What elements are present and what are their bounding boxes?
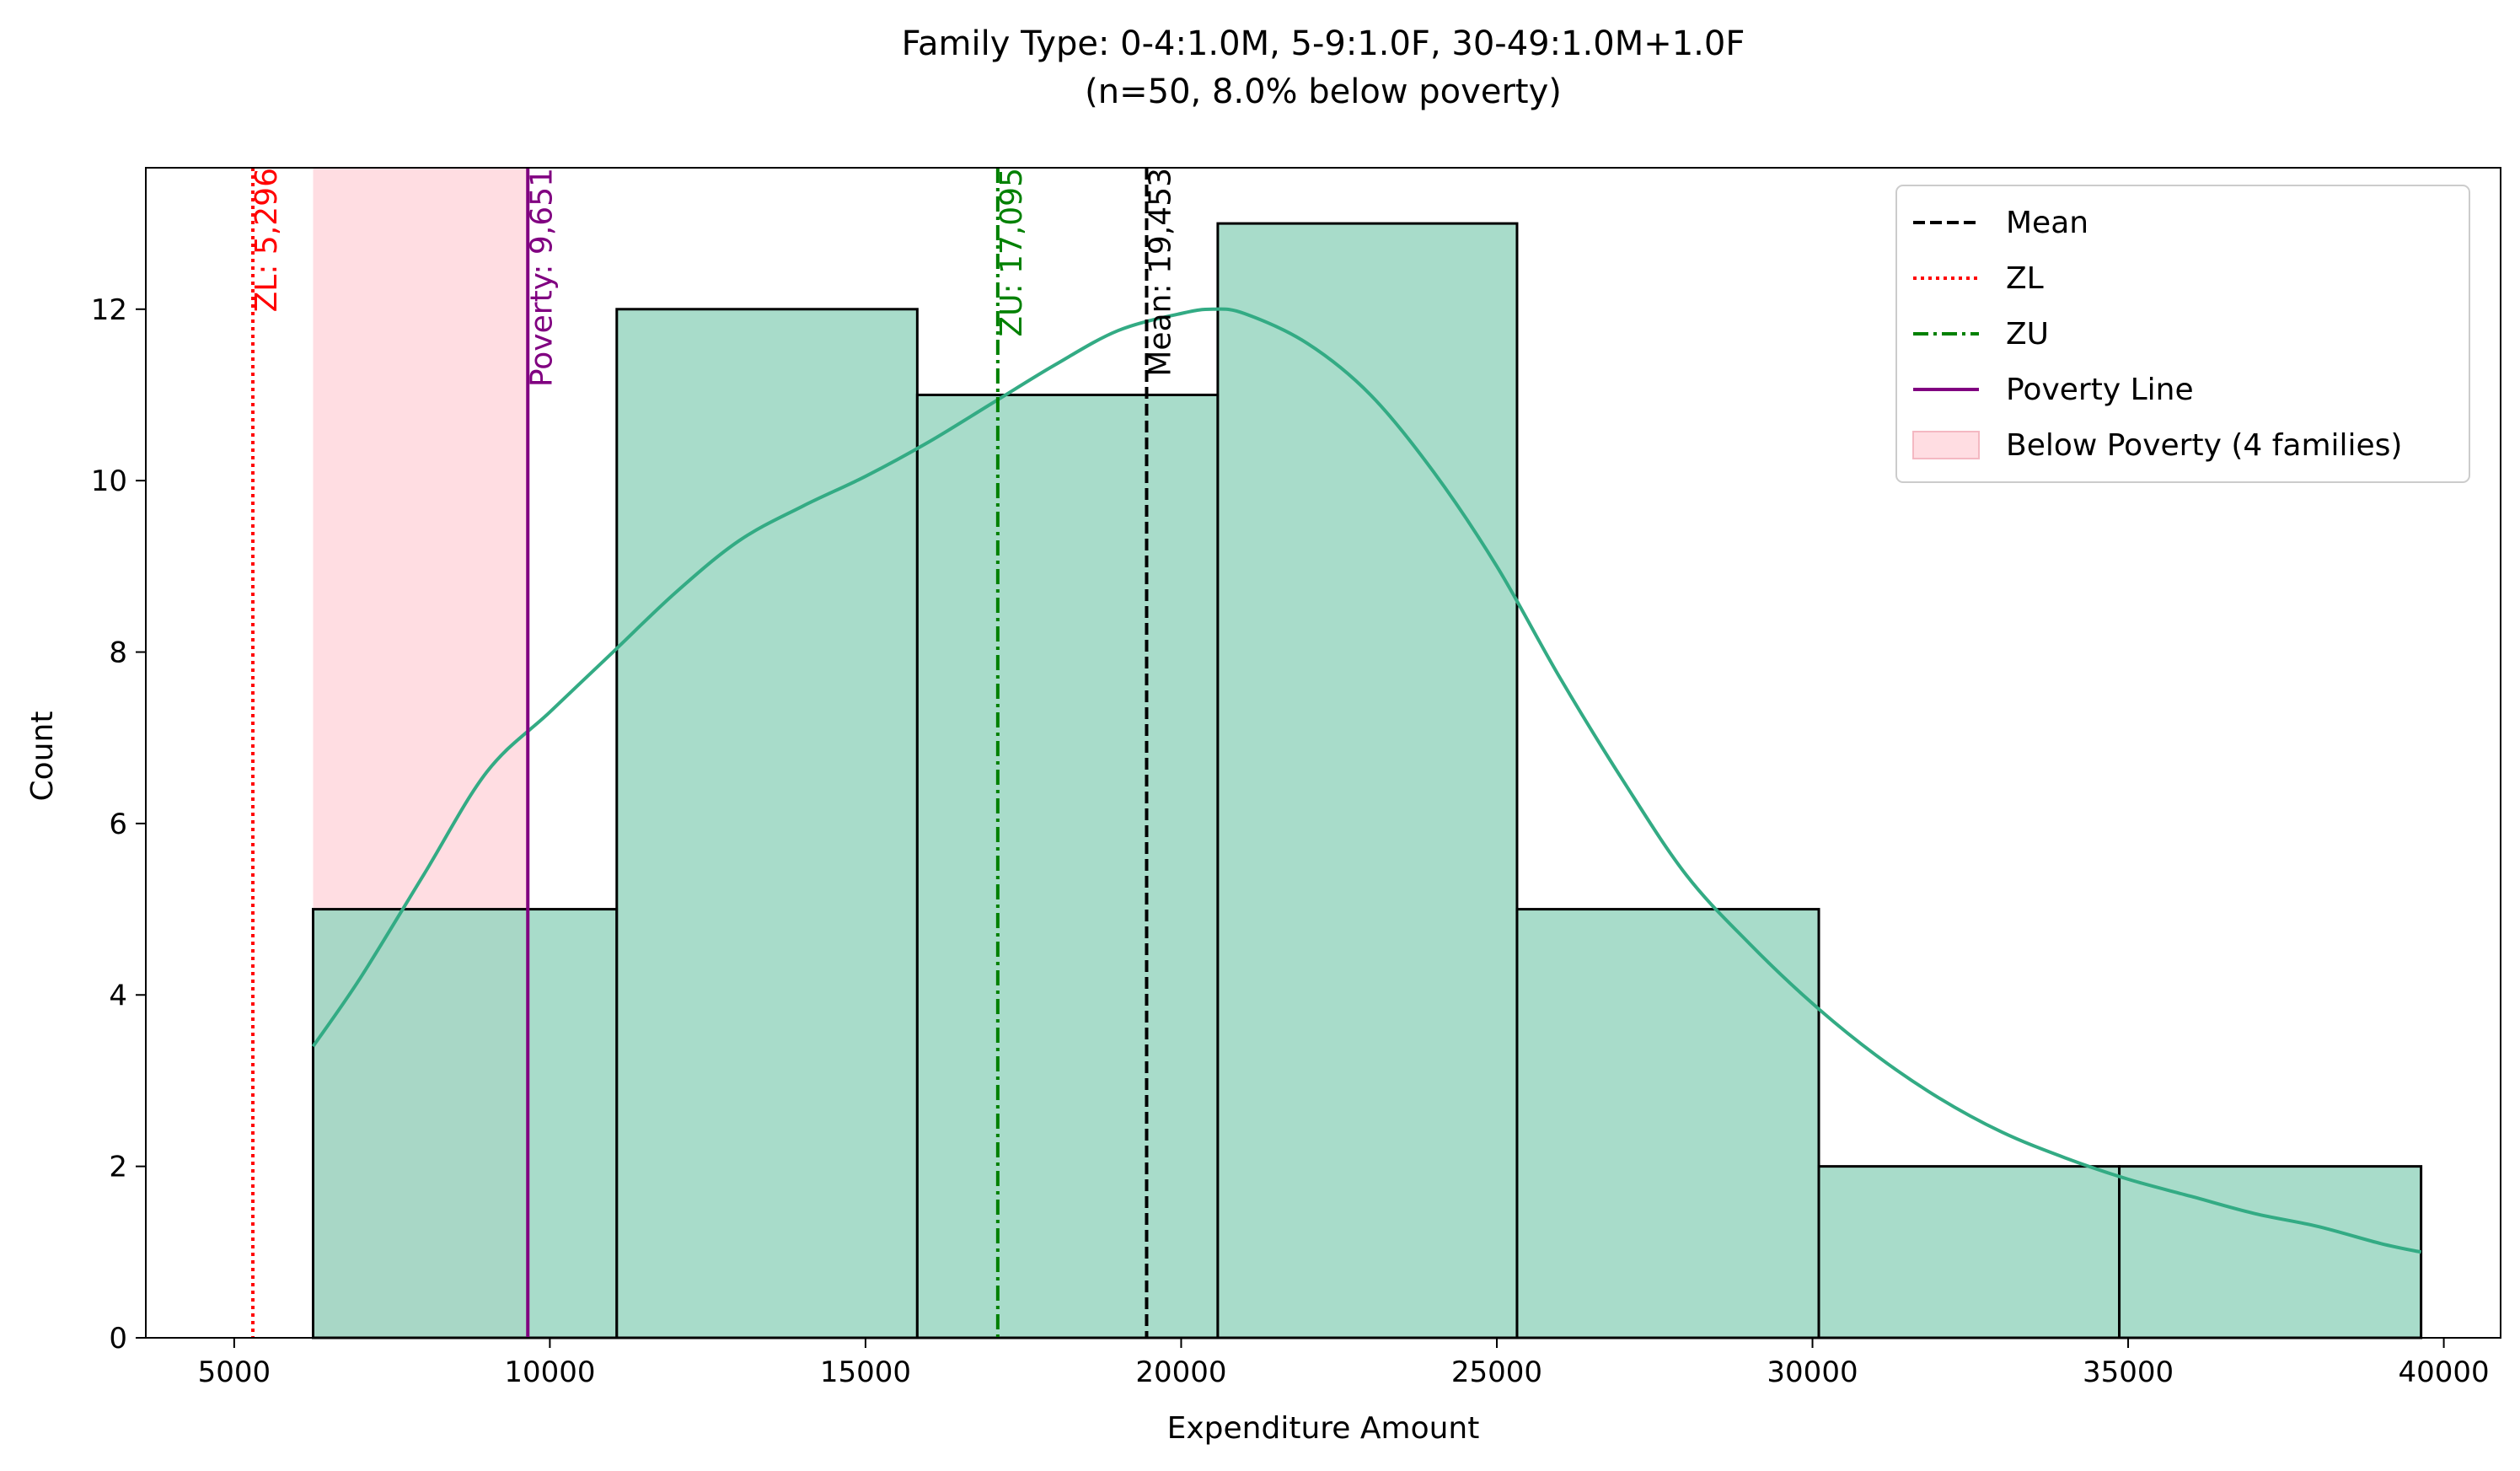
histogram-bar-3 bbox=[1216, 222, 1519, 1339]
y-tick-label: 10 bbox=[91, 464, 127, 498]
y-tick-label: 0 bbox=[109, 1322, 127, 1356]
y-tick-label: 8 bbox=[109, 636, 127, 670]
legend-entry-label: ZU bbox=[2006, 317, 2049, 352]
x-tick-label: 10000 bbox=[504, 1356, 595, 1389]
x-tick-label: 40000 bbox=[2398, 1356, 2489, 1389]
x-tick-label: 20000 bbox=[1135, 1356, 1226, 1389]
chart-subtitle: (n=50, 8.0% below poverty) bbox=[1085, 72, 1562, 111]
histogram-bar-6 bbox=[2118, 1165, 2423, 1339]
kde-curve bbox=[311, 307, 2422, 1254]
plot-frame bbox=[145, 167, 2501, 1339]
legend-entry-label: Mean bbox=[2006, 206, 2088, 240]
x-tick-label: 35000 bbox=[2083, 1356, 2174, 1389]
x-axis-label: Expenditure Amount bbox=[1167, 1411, 1480, 1446]
histogram-bar-1 bbox=[615, 308, 919, 1339]
x-tick-label: 30000 bbox=[1767, 1356, 1858, 1389]
zl-label: ZL: 5,296 bbox=[249, 168, 284, 312]
x-tick-label: 15000 bbox=[820, 1356, 911, 1389]
legend-entry-label: ZL bbox=[2006, 261, 2044, 296]
poverty-label: Poverty: 9,651 bbox=[524, 168, 559, 387]
y-tick-label: 6 bbox=[109, 808, 127, 841]
y-axis-label: Count bbox=[25, 711, 60, 802]
histogram-bar-5 bbox=[1817, 1165, 2121, 1339]
plot-area: ZL: 5,296 Poverty: 9,651 ZU: 17,095 Mean: 1… bbox=[91, 167, 2501, 1389]
y-tick-label: 4 bbox=[109, 979, 127, 1012]
x-tick-label: 25000 bbox=[1451, 1356, 1542, 1389]
y-tick-label: 2 bbox=[109, 1151, 127, 1184]
chart-title: Family Type: 0-4:1.0M, 5-9:1.0F, 30-49:1… bbox=[902, 24, 1745, 63]
zu-label: ZU: 17,095 bbox=[995, 168, 1029, 337]
histogram-bar-4 bbox=[1515, 908, 1820, 1339]
histogram-bar-0 bbox=[312, 908, 619, 1339]
legend-swatch-4 bbox=[1912, 431, 1980, 459]
legend-box bbox=[1895, 185, 2470, 483]
legend-entry-label: Poverty Line bbox=[2006, 373, 2194, 407]
legend: Mean ZL ZU Poverty Line Below Poverty (4 fam… bbox=[1895, 185, 2470, 483]
legend-entry-label: Below Poverty (4 families) bbox=[2006, 428, 2402, 463]
y-tick-label: 12 bbox=[91, 293, 127, 327]
x-tick-label: 5000 bbox=[198, 1356, 271, 1389]
histogram-bar-2 bbox=[915, 393, 1220, 1339]
mean-label: Mean: 19,453 bbox=[1143, 168, 1177, 377]
